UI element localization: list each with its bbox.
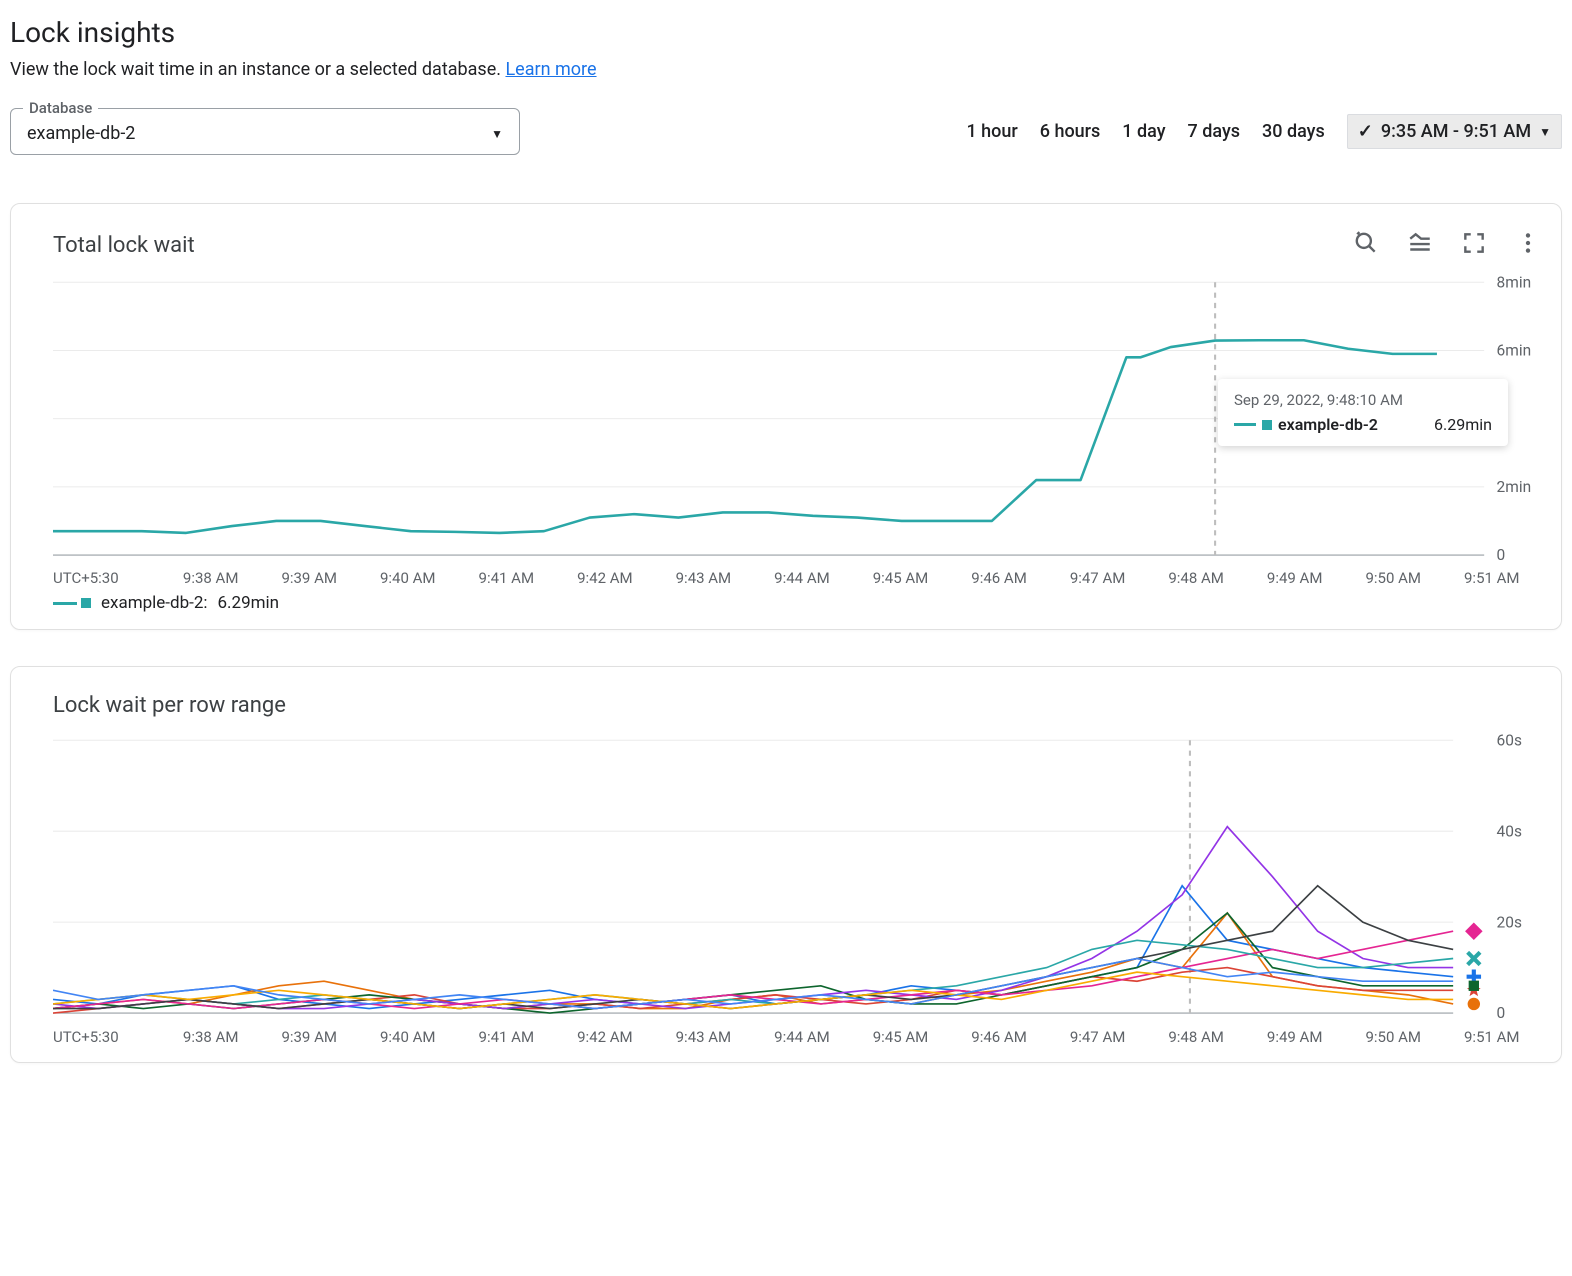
chart2-title: Lock wait per row range xyxy=(53,693,286,718)
time-range-picker: 1 hour 6 hours 1 day 7 days 30 days ✓ 9:… xyxy=(966,114,1562,149)
subtitle-text: View the lock wait time in an instance o… xyxy=(10,59,505,80)
legend-toggle-icon[interactable] xyxy=(1407,230,1433,260)
legend-series-label: example-db-2: xyxy=(101,593,208,613)
time-range-1hour[interactable]: 1 hour xyxy=(966,121,1017,142)
chart2-plot-area[interactable]: 0 20s 40s 60s xyxy=(53,732,1541,1021)
svg-text:40s: 40s xyxy=(1497,823,1522,841)
svg-text:0: 0 xyxy=(1497,1005,1506,1022)
time-range-custom[interactable]: ✓ 9:35 AM - 9:51 AM ▼ xyxy=(1347,114,1562,149)
chart1-tooltip: Sep 29, 2022, 9:48:10 AM example-db-2 6.… xyxy=(1218,379,1508,446)
legend-swatch xyxy=(53,598,91,608)
svg-text:0: 0 xyxy=(1497,546,1506,563)
chart2-xaxis: UTC+5:309:38 AM9:39 AM9:40 AM9:41 AM9:42… xyxy=(53,1028,1541,1046)
svg-text:2min: 2min xyxy=(1497,478,1532,496)
fullscreen-icon[interactable] xyxy=(1461,230,1487,260)
lock-wait-per-row-range-card: Lock wait per row range 0 20s 40s 60s UTC+5… xyxy=(10,666,1562,1062)
chart1-plot-area[interactable]: 0 2min 6min 8min Sep 29, 2022, 9:48:10 AM e… xyxy=(53,274,1541,563)
svg-text:20s: 20s xyxy=(1497,914,1522,932)
chart1-legend: example-db-2: 6.29min xyxy=(53,593,1541,613)
svg-text:6min: 6min xyxy=(1497,342,1532,360)
tooltip-series-label: example-db-2 xyxy=(1278,415,1378,434)
dropdown-arrow-icon: ▼ xyxy=(491,127,503,141)
database-select[interactable]: Database example-db-2 ▼ xyxy=(10,108,520,155)
tooltip-value: 6.29min xyxy=(1434,415,1492,434)
tooltip-timestamp: Sep 29, 2022, 9:48:10 AM xyxy=(1234,391,1492,409)
page-title: Lock insights xyxy=(10,16,1562,49)
learn-more-link[interactable]: Learn more xyxy=(505,59,596,80)
total-lock-wait-card: Total lock wait 0 2min 6min 8min Sep 29, 20… xyxy=(10,203,1562,630)
time-range-7days[interactable]: 7 days xyxy=(1188,121,1241,142)
svg-text:60s: 60s xyxy=(1497,732,1522,749)
page-subtitle: View the lock wait time in an instance o… xyxy=(10,59,1562,80)
chart1-title: Total lock wait xyxy=(53,233,195,258)
chart1-xaxis: UTC+5:309:38 AM9:39 AM9:40 AM9:41 AM9:42… xyxy=(53,569,1541,587)
legend-value: 6.29min xyxy=(218,593,280,613)
time-range-6hours[interactable]: 6 hours xyxy=(1040,121,1101,142)
more-options-icon[interactable] xyxy=(1515,230,1541,260)
database-select-value: example-db-2 xyxy=(27,123,135,144)
custom-range-label: 9:35 AM - 9:51 AM xyxy=(1381,121,1531,142)
svg-text:8min: 8min xyxy=(1497,274,1532,291)
database-select-label: Database xyxy=(23,99,98,117)
check-icon: ✓ xyxy=(1358,121,1373,142)
dropdown-arrow-icon: ▼ xyxy=(1539,125,1551,139)
chart2-svg: 0 20s 40s 60s xyxy=(53,732,1541,1021)
reset-zoom-icon[interactable] xyxy=(1353,230,1379,260)
time-range-30days[interactable]: 30 days xyxy=(1262,121,1325,142)
time-range-1day[interactable]: 1 day xyxy=(1122,121,1165,142)
